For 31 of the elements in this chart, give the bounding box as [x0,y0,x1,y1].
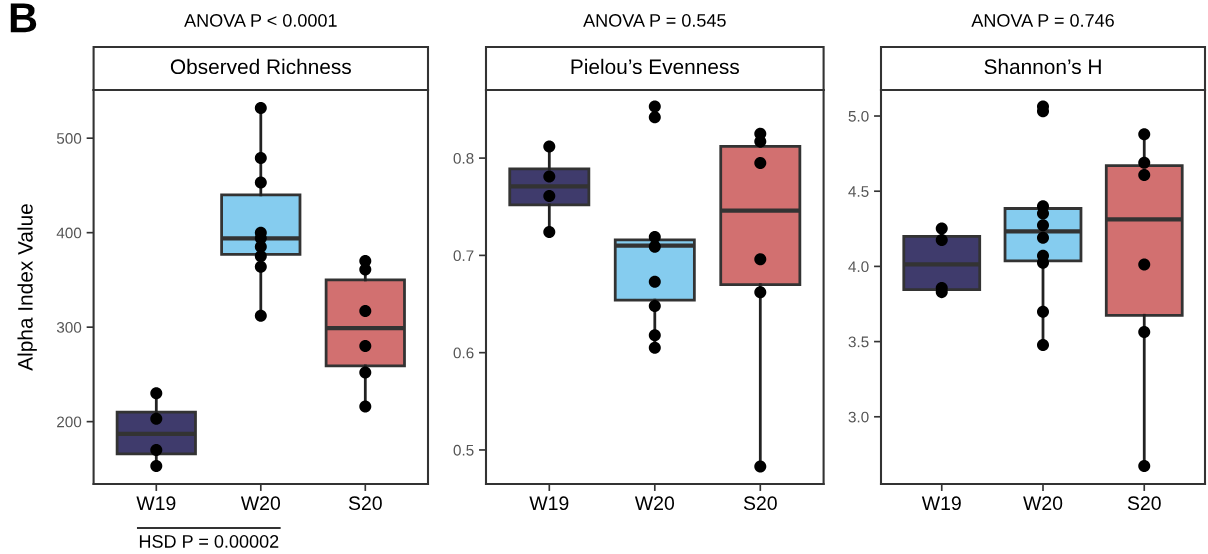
y-tick-label: 400 [56,227,82,239]
y-tick-label: 300 [56,322,82,333]
chart-subtitle: Shannon’s H [984,58,1101,75]
text: HSD P = 0.00002 [139,535,279,548]
x-tick-label: W19 [136,496,176,511]
x-tick-label: S20 [1127,496,1161,511]
chart-title: ANOVA P = 0.545 [583,14,726,27]
chart-title: ANOVA P = 0.746 [971,14,1114,27]
x-tick-label: W20 [240,496,281,511]
y-tick-label: 3.0 [848,411,869,423]
x-tick-label: W19 [529,496,569,511]
x-tick-label: S20 [348,496,382,511]
y-tick-label: 200 [57,416,82,428]
text: B [10,3,37,33]
y-axis-title: Alpha Index Value [17,204,37,371]
chart-subtitle: Pielou’s Evenness [571,58,739,75]
y-tick-label: 4.0 [848,261,869,273]
x-tick-label: S20 [743,496,777,511]
x-tick-label: W19 [921,496,961,511]
y-tick-label: 4.5 [848,186,869,197]
y-tick-label: 0.6 [453,347,474,359]
y-tick-label: 0.5 [453,444,474,456]
y-tick-label: 5.0 [848,110,869,122]
chart-subtitle: Observed Richness [170,58,351,75]
x-tick-label: W20 [634,496,675,511]
y-tick-label: 0.8 [453,152,474,164]
x-tick-label: W20 [1023,496,1063,511]
y-tick-label: 0.7 [453,250,474,262]
chart-title: ANOVA P < 0.0001 [184,14,337,27]
y-tick-label: 3.5 [848,336,869,348]
y-tick-label: 500 [56,133,82,144]
